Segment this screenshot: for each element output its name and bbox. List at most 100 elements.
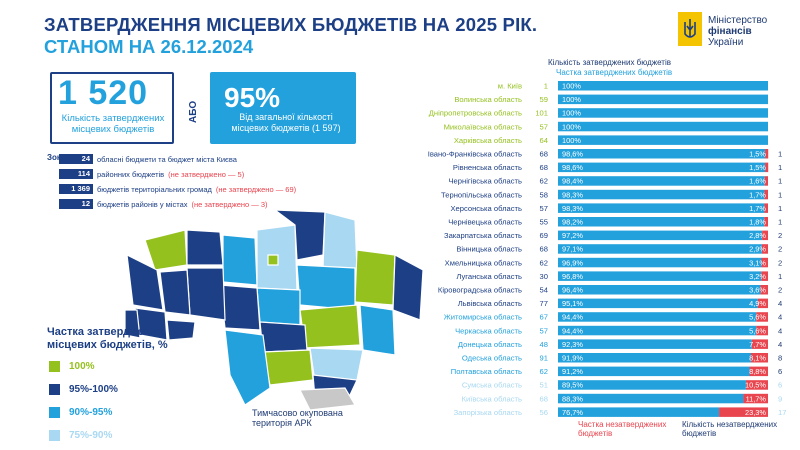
approved-count-label: 62 <box>540 258 548 267</box>
or-label: АБО <box>188 100 199 124</box>
approved-count-label: 68 <box>540 245 548 254</box>
approved-bar <box>558 121 768 132</box>
approved-count-label: 68 <box>540 163 548 172</box>
unapproved-count-label: 1 <box>778 163 782 172</box>
unapproved-share-footer: Частка незатверджених бюджетів <box>578 420 667 438</box>
approved-pct-label: 91,9% <box>562 353 583 362</box>
legend-title: Частка затверджених місцевих бюджетів, % <box>47 326 168 351</box>
unapproved-pct-label: 3,2% <box>749 272 766 281</box>
region-label: Луганська область <box>456 272 522 281</box>
ukraine-map <box>125 210 424 410</box>
unapproved-bar <box>743 393 768 404</box>
unapproved-bar <box>719 407 768 417</box>
page-subtitle: СТАНОМ НА 26.12.2024 <box>44 36 254 57</box>
region-label: Київська область <box>462 394 522 403</box>
approved-bar <box>558 81 768 91</box>
approved-bar <box>558 339 752 349</box>
region-label: Миколаївська область <box>444 122 522 131</box>
approved-pct-label: 76,7% <box>562 408 583 417</box>
approved-bar <box>558 380 746 390</box>
unapproved-count-label: 1 <box>778 190 782 199</box>
approved-bar <box>558 366 750 377</box>
unapproved-count-label: 6 <box>778 367 782 376</box>
unapproved-pct-label: 1,6% <box>749 177 766 186</box>
unapproved-count-label: 6 <box>778 381 782 390</box>
region-label: м. Київ <box>498 81 522 90</box>
unapproved-bar <box>751 339 768 349</box>
region-label: Волинська область <box>454 95 522 104</box>
unapproved-pct-label: 1,7% <box>749 190 766 199</box>
unapproved-count-label: 1 <box>778 204 782 213</box>
region-label: Черкаська область <box>455 326 522 335</box>
breakdown-row: 12 бюджетів районів у містах (не затвердже… <box>59 199 268 209</box>
unapproved-pct-label: 10,5% <box>745 381 766 390</box>
approved-bar <box>558 285 761 295</box>
unapproved-count-label: 4 <box>778 340 782 349</box>
approved-count-label: 68 <box>540 394 548 403</box>
breakdown-row: 114 районних бюджетів (не затверджено — 5) <box>59 169 244 179</box>
region-label: Кіровоградська область <box>438 285 522 294</box>
approved-bar <box>558 217 765 227</box>
region-label: Херсонська область <box>450 204 522 213</box>
approved-count-label: 62 <box>540 367 548 376</box>
approved-pct-label: 97,2% <box>562 231 583 240</box>
unapproved-count-label: 4 <box>778 326 782 335</box>
unapproved-bar <box>756 325 768 336</box>
map-region-kharkiv <box>354 249 396 306</box>
approved-pct-label: 97,1% <box>562 245 583 254</box>
map-region-rivne <box>186 229 224 266</box>
approved-bar <box>558 230 763 241</box>
approved-pct-label: 96,8% <box>562 272 583 281</box>
approved-count-label: 77 <box>540 299 548 308</box>
approved-count-label: 57 <box>540 204 548 213</box>
map-region-sumy <box>322 211 358 271</box>
approved-count-label: 1 <box>544 81 548 90</box>
approved-pct-label: 94,4% <box>562 313 583 322</box>
unapproved-pct-label: 23,3% <box>745 408 766 417</box>
map-region-luhansk <box>392 254 424 321</box>
region-label: Чернігівська область <box>449 177 523 186</box>
approved-bar <box>558 407 720 417</box>
region-label: Одеська область <box>462 353 522 362</box>
unapproved-count-label: 2 <box>778 258 782 267</box>
map-region-kyiv-city <box>267 254 279 266</box>
region-label: Львівська область <box>458 299 522 308</box>
unapproved-bar <box>761 244 768 254</box>
approved-bar <box>558 203 765 213</box>
unapproved-pct-label: 2,8% <box>749 231 766 240</box>
region-label: Донецька область <box>458 340 522 349</box>
approved-count-label: 101 <box>535 109 548 118</box>
unapproved-bar <box>761 257 768 268</box>
approved-bar <box>558 325 757 336</box>
unapproved-count-label: 4 <box>778 299 782 308</box>
unapproved-bar <box>745 380 768 390</box>
region-label: Закарпатська область <box>444 231 522 240</box>
unapproved-bar <box>764 176 768 186</box>
unapproved-count-label: 9 <box>778 394 782 403</box>
unapproved-count-label: 1 <box>778 217 782 226</box>
approved-pct-label: 98,6% <box>562 149 583 158</box>
approved-bar <box>558 257 762 268</box>
approved-count-label: 48 <box>540 340 548 349</box>
unapproved-pct-label: 1,7% <box>749 204 766 213</box>
map-region-volyn <box>144 229 188 271</box>
unapproved-pct-label: 5,6% <box>749 313 766 322</box>
approved-count-header: Кількість затверджених бюджетів <box>548 58 671 67</box>
approved-pct-label: 98,3% <box>562 204 583 213</box>
map-region-poltava <box>296 264 356 311</box>
unapproved-count-label: 8 <box>778 353 782 362</box>
approved-pct-label: 100% <box>562 109 581 118</box>
trident-logo-icon <box>678 12 702 46</box>
legend-item: 75%-90% <box>49 429 112 441</box>
unapproved-bar <box>757 298 768 309</box>
map-region-chernihiv <box>274 210 326 261</box>
unapproved-bar <box>764 189 768 200</box>
approved-pct-label: 100% <box>562 81 581 90</box>
region-label: Вінницька область <box>456 245 522 254</box>
approved-bar <box>558 189 765 200</box>
approved-pct-label: 96,9% <box>562 258 583 267</box>
approved-bar <box>558 162 766 173</box>
map-region-donetsk <box>359 304 396 356</box>
approved-count-label: 59 <box>540 95 548 104</box>
unapproved-pct-label: 11,7% <box>746 394 767 403</box>
